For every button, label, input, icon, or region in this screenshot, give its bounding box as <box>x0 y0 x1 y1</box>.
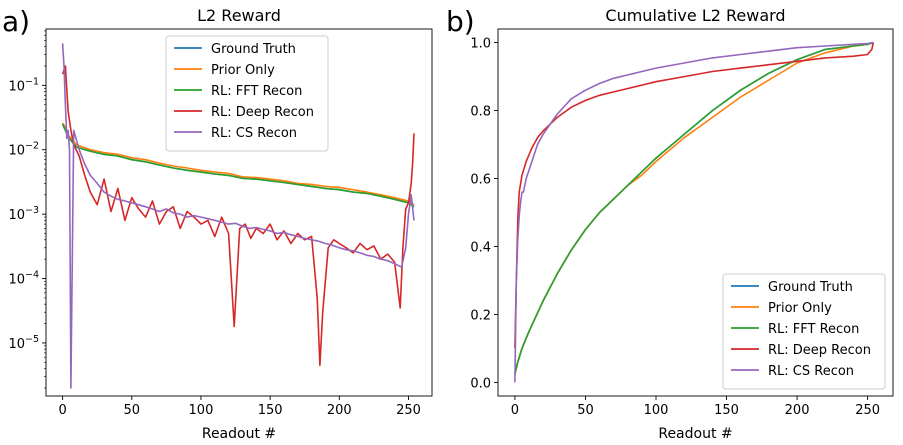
panel-letter: a) <box>2 5 30 38</box>
legend: Ground Truth Prior Only RL: FFT Recon RL: D… <box>722 273 886 390</box>
series-line-rl-fft-recon <box>61 123 415 208</box>
legend-box <box>165 35 329 152</box>
panel-b: 0 50 100 150 200 250 0.0 0.2 0.4 0.6 0.8 1.0 Cumulat… <box>446 5 894 442</box>
axes-frame <box>497 28 894 397</box>
x-tick-label: 0 <box>511 403 519 418</box>
x-tick-label: 200 <box>785 403 810 418</box>
x-tick-label: 150 <box>258 403 283 418</box>
x-tick-label: 50 <box>577 403 594 418</box>
panel-a: 0 50 100 150 200 250 10−5 10−4 10−3 10−2 10−1 L2 Re… <box>2 5 433 442</box>
legend: Ground Truth Prior Only RL: FFT Recon RL: D… <box>165 35 329 152</box>
x-tick-label: 250 <box>396 403 421 418</box>
x-axis-label: Readout # <box>202 426 276 442</box>
series-line-rl-cs-recon <box>61 43 415 389</box>
series-group <box>514 41 875 383</box>
y-tick-label: 10−4 <box>8 270 39 288</box>
y-tick-label: 0.0 <box>470 376 491 391</box>
chart-title: L2 Reward <box>197 6 281 25</box>
legend-entry: RL: Deep Recon <box>768 343 871 358</box>
series-line-rl-deep-recon <box>514 42 875 349</box>
legend-box <box>722 273 886 390</box>
legend-entry: Ground Truth <box>211 42 296 57</box>
chart-title: Cumulative L2 Reward <box>605 6 785 25</box>
legend-entry: Ground Truth <box>768 280 853 295</box>
x-tick-label: 200 <box>327 403 352 418</box>
series-group <box>61 43 415 389</box>
legend-entry: RL: FFT Recon <box>768 322 859 337</box>
y-tick-label: 0.8 <box>470 105 491 120</box>
x-axis-label: Readout # <box>658 426 732 442</box>
y-tick-label: 10−2 <box>8 141 39 159</box>
y-tick-label: 1.0 <box>470 37 491 52</box>
y-tick-label: 0.4 <box>470 240 491 255</box>
x-tick-label: 250 <box>855 403 880 418</box>
legend-entry: RL: Deep Recon <box>211 105 314 120</box>
x-tick-label: 50 <box>124 403 141 418</box>
x-tick-label: 100 <box>189 403 214 418</box>
y-tick-label: 10−1 <box>8 76 39 94</box>
legend-entry: RL: FFT Recon <box>211 84 302 99</box>
series-line-rl-fft-recon <box>514 41 874 375</box>
y-tick-label: 10−5 <box>8 334 39 352</box>
series-line-prior-only <box>61 122 415 206</box>
series-line-rl-deep-recon <box>61 65 415 367</box>
legend-entry: Prior Only <box>211 63 275 78</box>
y-tick-label: 10−3 <box>8 205 39 223</box>
x-tick-label: 0 <box>58 403 66 418</box>
y-tick-label: 0.6 <box>470 173 491 188</box>
panel-letter: b) <box>446 5 475 38</box>
x-tick-label: 100 <box>644 403 669 418</box>
axes-frame <box>45 28 433 397</box>
y-tick-label: 0.2 <box>470 308 491 323</box>
legend-entry: RL: CS Recon <box>211 126 297 141</box>
series-line-rl-cs-recon <box>514 41 874 383</box>
legend-entry: RL: CS Recon <box>768 364 854 379</box>
x-tick-label: 150 <box>714 403 739 418</box>
legend-entry: Prior Only <box>768 301 832 316</box>
